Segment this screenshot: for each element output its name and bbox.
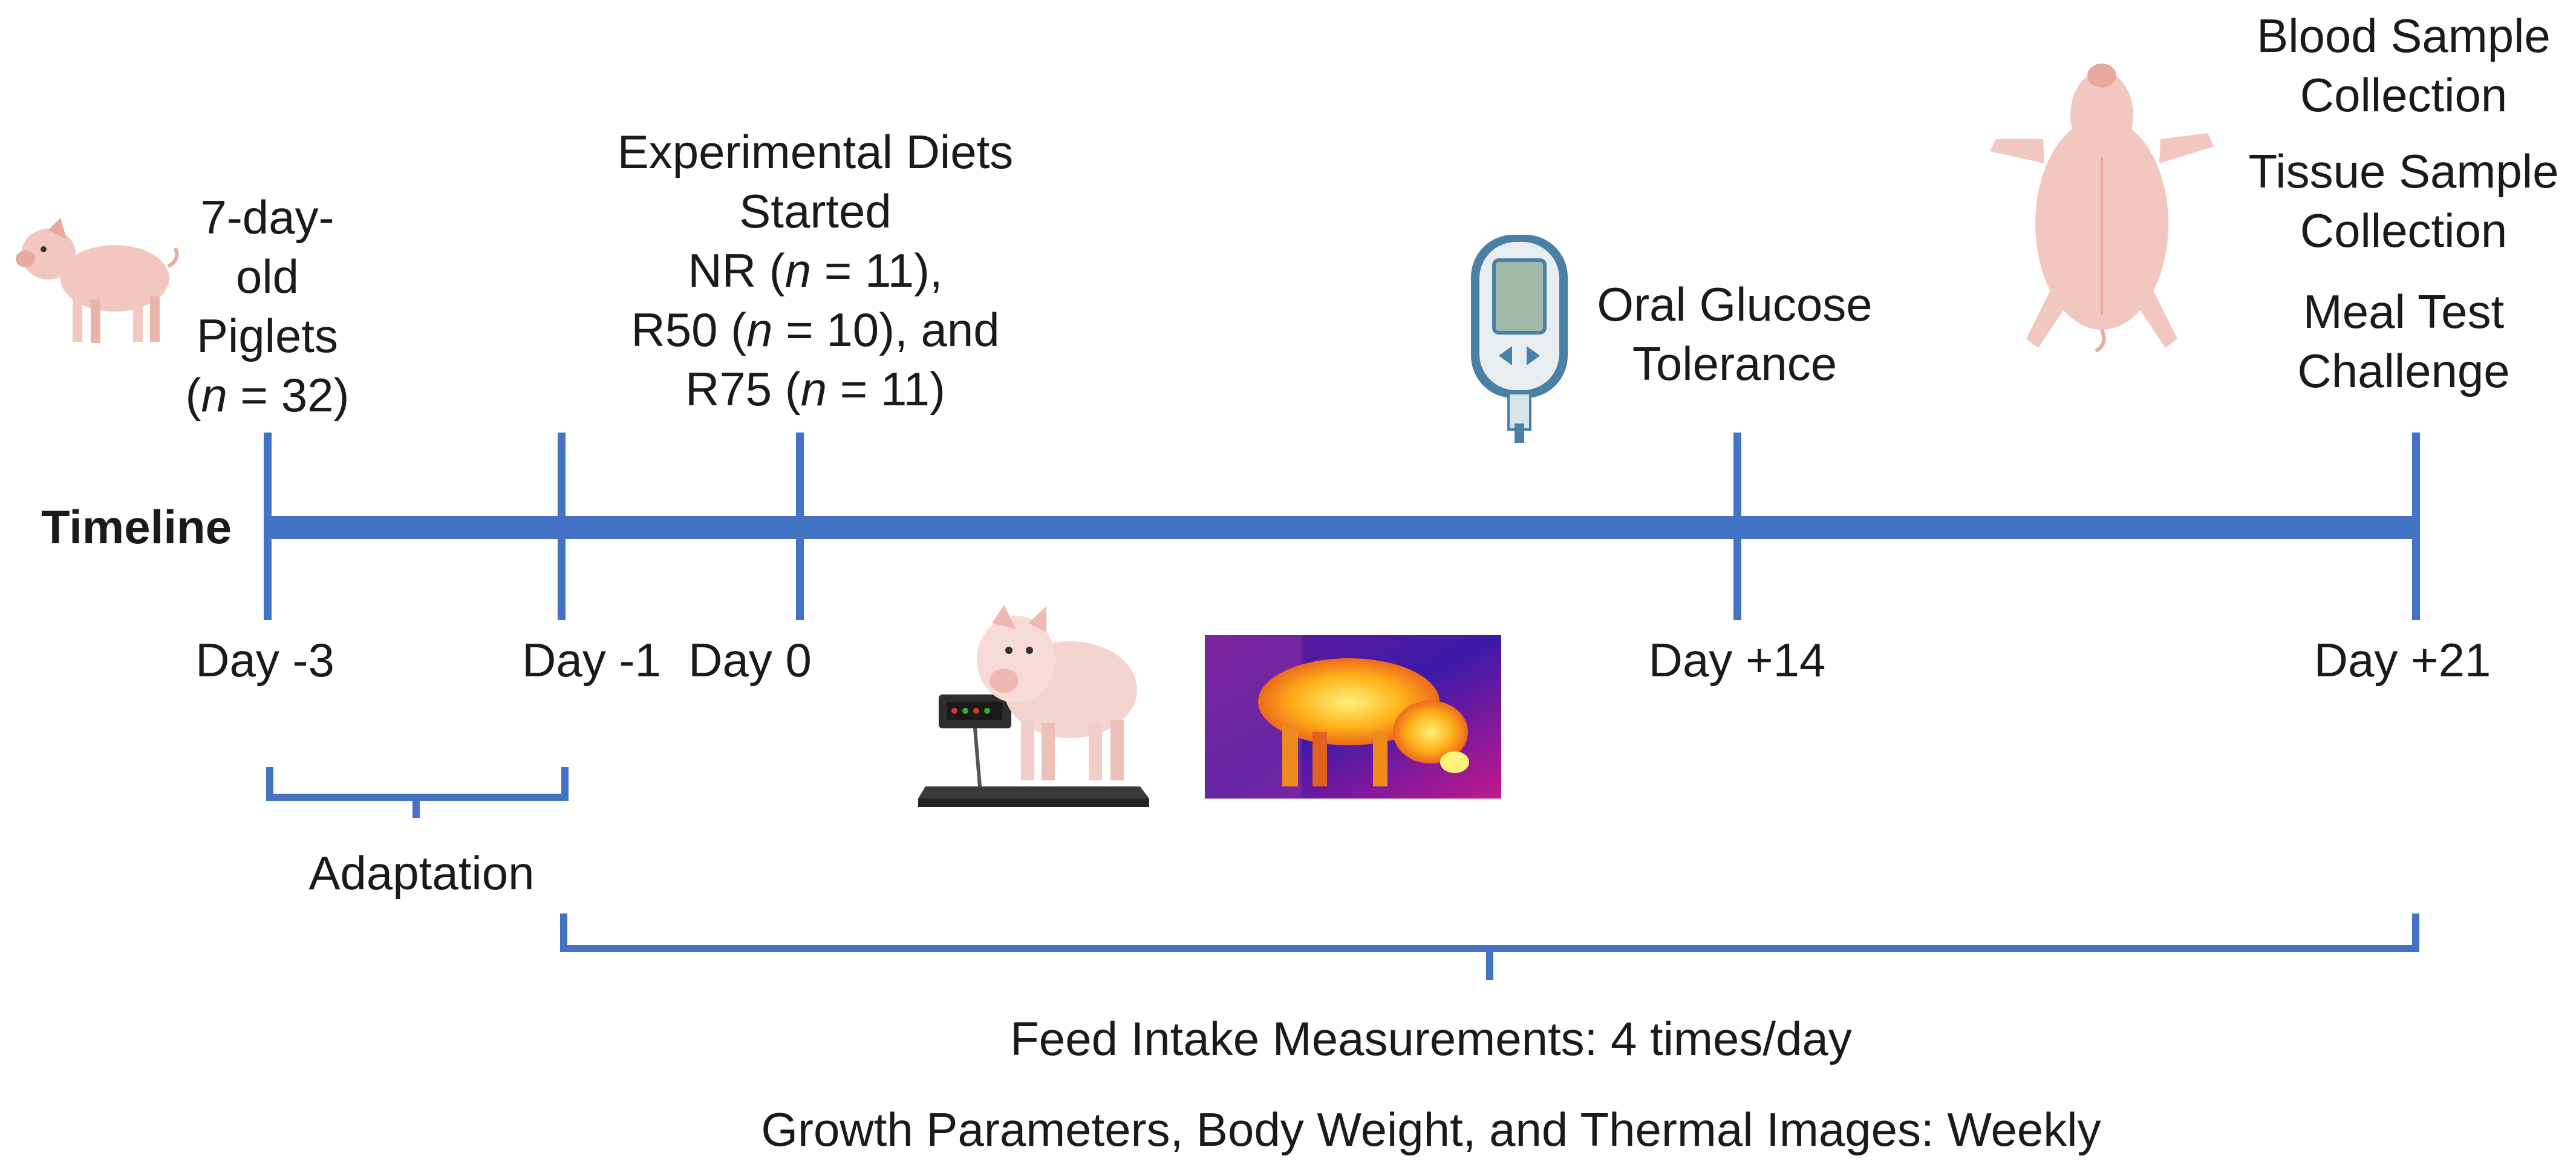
tick-day-0 [796, 433, 804, 620]
thermal-pig-icon [1205, 635, 1501, 799]
day-minus3-label: Day -3 [195, 633, 334, 687]
meal-test-line2: Challenge [2297, 344, 2510, 397]
tick-day-minus1 [558, 433, 566, 620]
tissue-sample-line2: Collection [2300, 204, 2508, 257]
adaptation-bracket [266, 767, 569, 818]
tick-day-14 [1733, 433, 1741, 620]
piglets-label-line1: 7-day- [200, 191, 334, 244]
pig-carcass-icon [1990, 64, 2214, 353]
tissue-sample-line1: Tissue Sample [2248, 145, 2559, 198]
meal-test-line1: Meal Test [2303, 285, 2505, 338]
adaptation-label: Adaptation [308, 846, 535, 900]
glucose-label-line1: Oral Glucose [1597, 278, 1873, 331]
tick-day-minus3 [264, 433, 272, 620]
glucose-label-line2: Tolerance [1632, 337, 1837, 390]
glucose-meter-icon [1471, 235, 1568, 443]
blood-sample-line2: Collection [2300, 68, 2508, 122]
diets-label-line2: Started [739, 185, 892, 238]
timeline-label: Timeline [41, 500, 232, 554]
day-0-label: Day 0 [688, 633, 812, 687]
feed-intake-label: Feed Intake Measurements: 4 times/day [1010, 1012, 1852, 1065]
piglets-label-line3: Piglets [196, 309, 339, 362]
blood-sample-line1: Blood Sample [2257, 9, 2551, 62]
piglets-label-line2: old [235, 250, 299, 303]
growth-label: Growth Parameters, Body Weight, and Ther… [761, 1103, 2101, 1156]
diets-label-r50: R50 (n = 10), and [631, 303, 1000, 356]
day-minus1-label: Day -1 [522, 633, 661, 687]
tick-day-21 [2412, 433, 2420, 620]
pig-on-scale-icon [918, 605, 1149, 807]
piglets-label-line4: (n = 32) [185, 368, 350, 422]
diets-label-r75: R75 (n = 11) [685, 362, 945, 416]
piglet-icon [16, 218, 179, 343]
feed-intake-bracket [560, 913, 2419, 980]
day-14-label: Day +14 [1648, 633, 1826, 687]
day-21-label: Day +21 [2314, 633, 2491, 687]
diets-label-line1: Experimental Diets [617, 125, 1014, 178]
timeline-bar [266, 516, 2419, 539]
diets-label-nr: NR (n = 11), [688, 244, 943, 297]
